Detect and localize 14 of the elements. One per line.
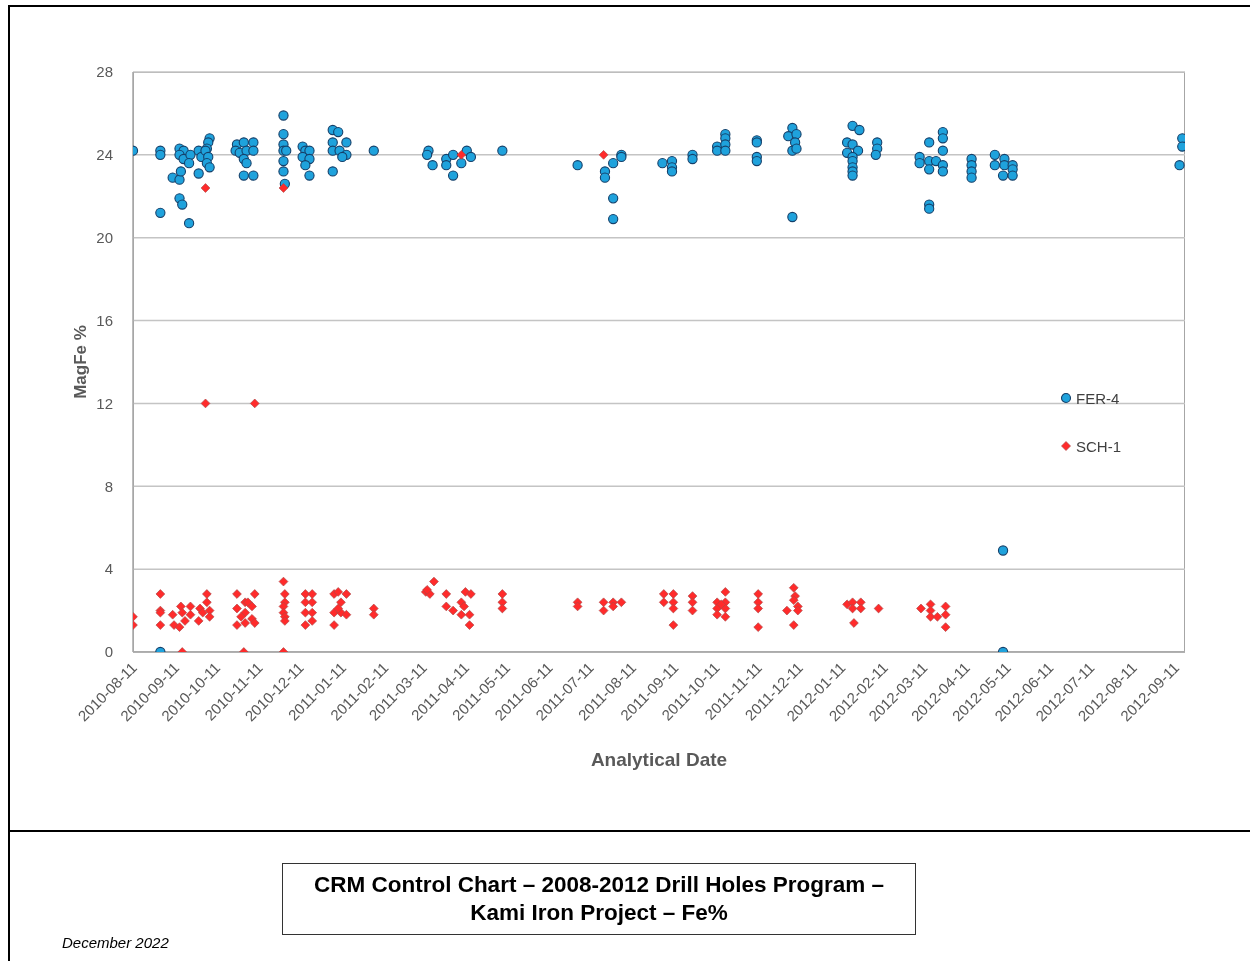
text: December 2022 xyxy=(62,934,169,951)
legend-label: SCH-1 xyxy=(1076,437,1122,455)
y-tick-label: 20 xyxy=(96,229,113,247)
y-tick-label: 0 xyxy=(104,643,113,661)
legend-label: FER-4 xyxy=(1076,389,1120,407)
y-axis-title: MagFe % xyxy=(71,325,91,399)
y-tick-label: 4 xyxy=(104,560,113,578)
y-tick-label: 28 xyxy=(96,63,113,81)
y-tick-label: 8 xyxy=(104,477,113,495)
y-tick-label: 12 xyxy=(96,394,113,412)
y-tick-label: 16 xyxy=(96,311,113,329)
text: CRM Control Chart – 2008-2012 Drill Holes Program – Kami Iron Project – Fe% xyxy=(312,871,886,927)
y-tick-label: 24 xyxy=(96,146,113,164)
x-axis-title: Analytical Date xyxy=(590,749,728,770)
